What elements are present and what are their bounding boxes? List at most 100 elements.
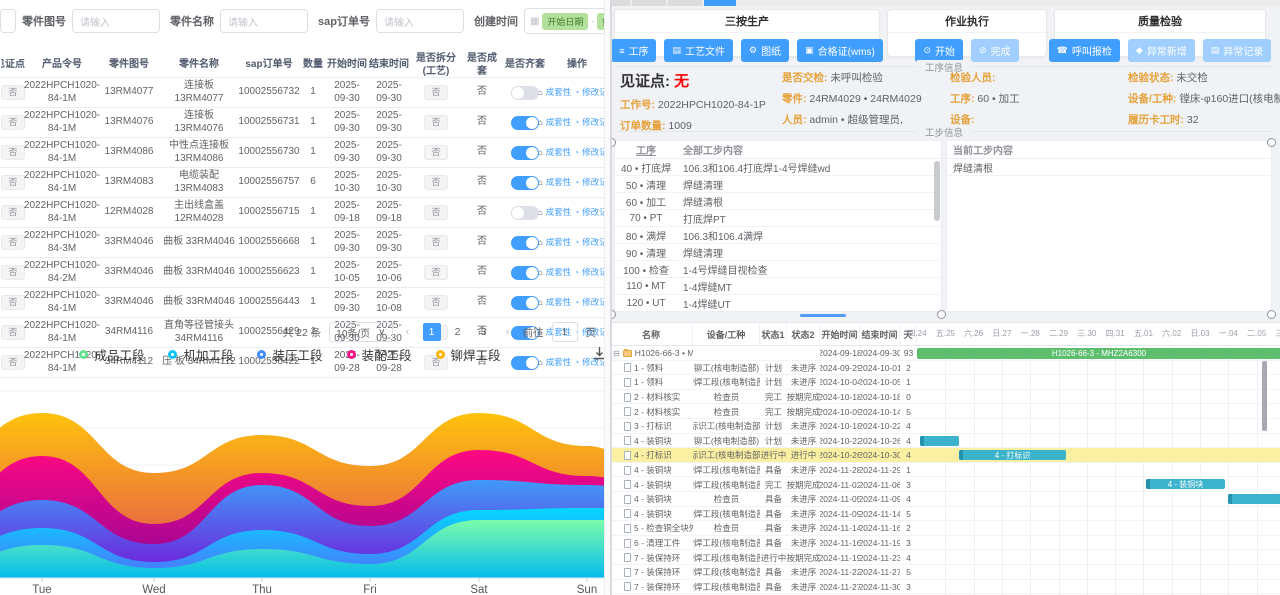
- gantt-row[interactable]: 6 - 清理工件 铆焊工段(核电制造部) 具备未进序2024-11-162024-1…: [612, 536, 1280, 551]
- history-link[interactable]: 修改记录: [582, 117, 610, 128]
- 异常新增-button[interactable]: ◆ 异常新增: [1127, 39, 1195, 62]
- 图纸-button[interactable]: ⚙ 图纸: [740, 39, 790, 62]
- filter-input[interactable]: 请输入: [72, 9, 160, 33]
- kit-link[interactable]: 成套性: [545, 177, 572, 188]
- gantt-row[interactable]: 4 - 打标识 标识工(核电制造部) 进行中 进行中 2024-10-26 2024-10…: [612, 448, 1280, 463]
- next-page-button[interactable]: ›: [505, 326, 510, 338]
- kit-link[interactable]: 成套性: [545, 87, 572, 98]
- gantt-task-bar[interactable]: 4 - 打标识: [959, 450, 1066, 461]
- history-link[interactable]: 修改记录: [582, 357, 610, 368]
- ready-toggle[interactable]: [511, 295, 539, 310]
- gantt-row[interactable]: 2 - 材料核实 检查员 完工 按期完成 2024-10-18 2024-10-18 0: [612, 390, 1280, 405]
- gantt-row[interactable]: 4 - 装铜块 检查员 具备 未进序 2024-11-05 2024-11-09 4: [612, 492, 1280, 507]
- gantt-task-bar[interactable]: [1228, 494, 1280, 504]
- left-app-scrollbar[interactable]: [604, 0, 610, 595]
- ready-toggle[interactable]: [511, 175, 539, 190]
- top-tab[interactable]: [668, 0, 702, 6]
- ready-toggle[interactable]: [511, 115, 539, 130]
- download-icon[interactable]: [592, 346, 607, 366]
- process-row[interactable]: 110 • MT 1-4焊缝MT: [615, 278, 941, 295]
- 开始-button[interactable]: ⊙ 开始: [915, 39, 963, 62]
- resize-handle[interactable]: [937, 310, 946, 319]
- gantt-row[interactable]: ⊟ H1026-66-3 • MHZ2A6300 2024-09-182024-09…: [612, 346, 1280, 361]
- history-link[interactable]: 修改记录: [582, 327, 610, 338]
- gantt-row[interactable]: 1 - 领料 铆焊工段(核电制造部) 计划未进序2024-10-042024-10-…: [612, 375, 1280, 390]
- history-link[interactable]: 修改记录: [582, 207, 610, 218]
- page-number[interactable]: 2: [454, 326, 461, 338]
- kit-link[interactable]: 成套性: [545, 117, 572, 128]
- process-row[interactable]: 90 • 清理 焊缝清理: [615, 244, 941, 261]
- page-number[interactable]: 3: [480, 326, 487, 338]
- ready-toggle[interactable]: [511, 145, 539, 160]
- 工艺文件-button[interactable]: ▤ 工艺文件: [664, 39, 733, 62]
- process-row[interactable]: 40 • 打底焊 106.3和106.4打底焊1-4号焊缝wd: [615, 159, 941, 176]
- gantt-row[interactable]: 4 - 装铜块 铆焊工段(核电制造部) 具备未进序2024-11-282024-11…: [612, 463, 1280, 478]
- col-process[interactable]: 工序: [636, 146, 656, 157]
- filter-input[interactable]: 请输入: [220, 9, 308, 33]
- gantt-row[interactable]: 7 - 装保持环 铆焊工段(核电制造部) 具备未进序2024-11-222024-1…: [612, 565, 1280, 580]
- gantt-row[interactable]: 3 - 打标识 标识工(核电制造部) 计划 未进序 2024-10-18 2024-10-…: [612, 419, 1280, 434]
- kit-link[interactable]: 成套性: [545, 297, 572, 308]
- legend-item[interactable]: 装压工段: [257, 345, 323, 364]
- gantt-task-bar[interactable]: 4 - 装铜块: [1146, 479, 1225, 490]
- top-tab-active[interactable]: [704, 0, 736, 6]
- kit-link[interactable]: 成套性: [545, 207, 572, 218]
- create-time-range-picker[interactable]: ▦ 开始日期 - 结束日期: [523, 8, 610, 34]
- gantt-row[interactable]: 4 - 装铜块 铆焊工段(核电制造部) 具备未进序2024-11-092024-11…: [612, 507, 1280, 522]
- filter-input[interactable]: 请输入: [375, 9, 464, 33]
- ready-toggle[interactable]: [511, 205, 539, 220]
- resize-handle[interactable]: [612, 310, 616, 319]
- prev-page-button[interactable]: ‹: [405, 326, 410, 338]
- kit-link[interactable]: 成套性: [545, 267, 572, 278]
- legend-item[interactable]: 装配工段: [346, 345, 412, 364]
- goto-page-input[interactable]: 1: [551, 322, 578, 342]
- date-start-placeholder[interactable]: 开始日期: [542, 12, 589, 30]
- kit-link[interactable]: 成套性: [545, 147, 572, 158]
- legend-item[interactable]: 机加工段: [168, 345, 233, 364]
- kit-link[interactable]: 成套性: [545, 327, 572, 338]
- gantt-task-bar[interactable]: [920, 435, 959, 446]
- gantt-row[interactable]: 7 - 装保持环 铆焊工段(核电制造部)进行中按期完成2024-11-192024…: [612, 550, 1280, 565]
- history-link[interactable]: 修改记录: [582, 87, 610, 98]
- process-table-scrollbar[interactable]: [934, 161, 940, 221]
- 呼叫报检-button[interactable]: ☎ 呼叫报检: [1048, 39, 1120, 62]
- history-link[interactable]: 修改记录: [582, 177, 610, 188]
- page-number[interactable]: 1: [422, 323, 441, 341]
- ready-toggle[interactable]: [511, 265, 539, 280]
- collapse-icon[interactable]: ⊟: [613, 348, 620, 358]
- kit-link[interactable]: 成套性: [545, 237, 572, 248]
- resize-handle[interactable]: [1267, 310, 1276, 319]
- gantt-project-bar[interactable]: H1026-66-3 - MHZ2A6300: [917, 347, 1280, 359]
- gantt-vertical-scrollbar[interactable]: [1262, 361, 1267, 431]
- process-row[interactable]: 50 • 清理 焊缝清理: [615, 176, 941, 193]
- process-row[interactable]: 80 • 满焊 106.3和106.4满焊: [615, 227, 941, 244]
- gantt-row[interactable]: 1 - 领料 铆工(核电制造部) 计划 未进序 2024-09-29 2024-10-01…: [612, 361, 1280, 376]
- 异常记录-button[interactable]: ▤ 异常记录: [1202, 39, 1272, 62]
- history-link[interactable]: 修改记录: [582, 297, 610, 308]
- top-tab[interactable]: [612, 0, 630, 6]
- process-row[interactable]: 60 • 加工 焊缝清根: [615, 193, 941, 210]
- history-link[interactable]: 修改记录: [582, 147, 610, 158]
- 工序-button[interactable]: ≡ 工序: [612, 39, 657, 62]
- gantt-row[interactable]: 4 - 装铜块 铆焊工段(核电制造部) 完工按期完成2024-11-022024-1…: [612, 477, 1280, 492]
- resize-handle[interactable]: [1267, 138, 1276, 147]
- top-tab[interactable]: [632, 0, 666, 6]
- ready-toggle[interactable]: [511, 235, 539, 250]
- gantt-row[interactable]: 2 - 材料核实 检查员 完工 按期完成 2024-10-09 2024-10-14 5: [612, 404, 1280, 419]
- process-row[interactable]: 100 • 检查 1-4号焊缝目视检查: [615, 261, 941, 278]
- process-row[interactable]: 120 • UT 1-4焊缝UT: [615, 295, 941, 311]
- history-link[interactable]: 修改记录: [582, 237, 610, 248]
- legend-item[interactable]: 成品工段: [79, 345, 144, 364]
- ready-toggle[interactable]: [511, 355, 539, 370]
- ready-toggle[interactable]: [511, 325, 539, 340]
- 合格证(wms)-button[interactable]: ▣ 合格证(wms): [797, 39, 883, 62]
- history-link[interactable]: 修改记录: [582, 267, 610, 278]
- gantt-row[interactable]: 7 - 装保持环 铆焊工段(核电制造部) 具备未进序2024-11-272024-1…: [612, 580, 1280, 595]
- kit-link[interactable]: 成套性: [545, 357, 572, 368]
- process-row[interactable]: 70 • PT 打底焊PT: [615, 210, 941, 227]
- horizontal-scrollbar-thumb[interactable]: [800, 314, 846, 317]
- ready-toggle[interactable]: [511, 85, 539, 100]
- page-size-select[interactable]: 10条/页 ∨: [329, 322, 393, 342]
- clipped-filter-input[interactable]: [0, 9, 16, 33]
